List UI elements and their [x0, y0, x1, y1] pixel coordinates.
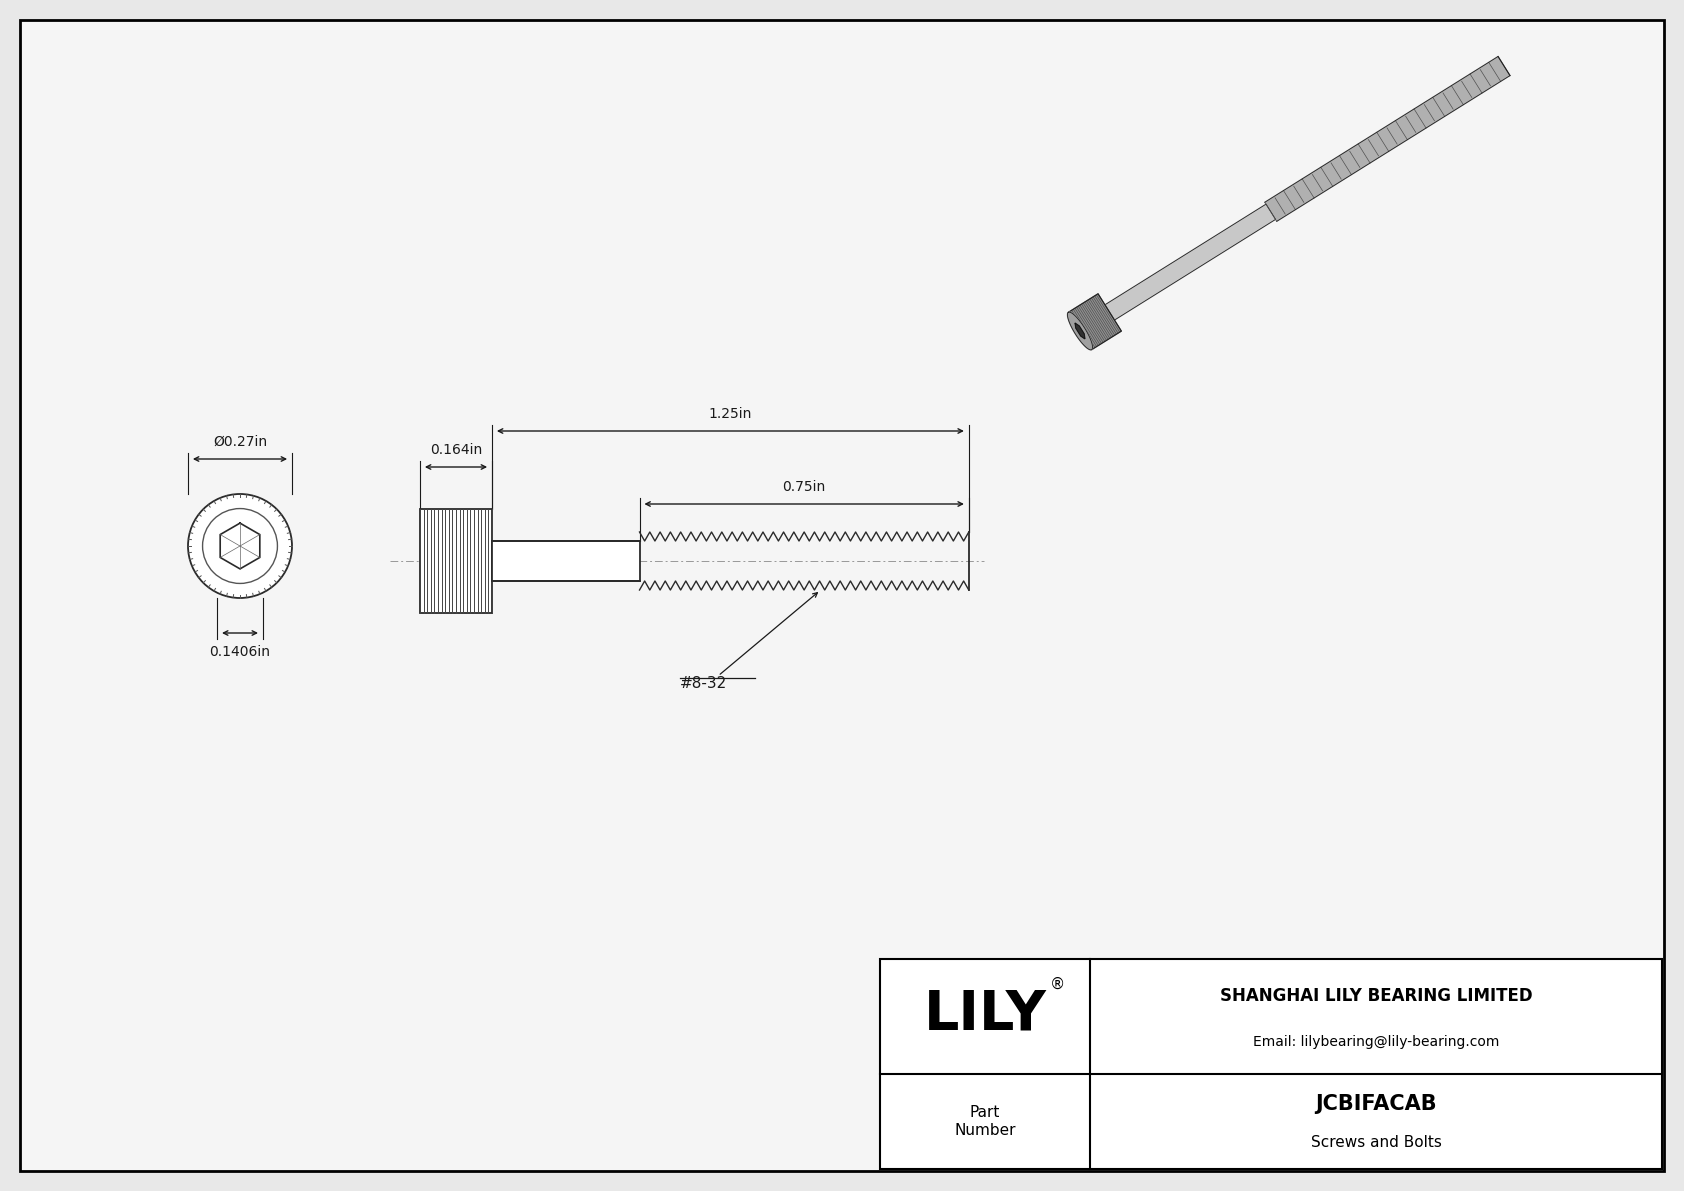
Bar	[492, 541, 640, 581]
Polygon shape	[1068, 312, 1093, 350]
Text: LILY: LILY	[923, 987, 1046, 1041]
Text: SHANGHAI LILY BEARING LIMITED: SHANGHAI LILY BEARING LIMITED	[1219, 987, 1532, 1005]
Text: Email: lilybearing@lily-bearing.com: Email: lilybearing@lily-bearing.com	[1253, 1035, 1499, 1049]
Circle shape	[189, 494, 291, 598]
Text: 0.1406in: 0.1406in	[209, 646, 271, 659]
Polygon shape	[1074, 323, 1084, 338]
Bar	[881, 959, 1662, 1170]
Polygon shape	[1068, 294, 1122, 350]
Polygon shape	[1105, 204, 1275, 320]
Text: ®: ®	[1049, 977, 1064, 992]
Text: #8-32: #8-32	[680, 676, 727, 691]
Text: Ø0.27in: Ø0.27in	[212, 435, 268, 449]
Text: 1.25in: 1.25in	[709, 407, 753, 420]
Polygon shape	[1265, 56, 1511, 222]
Text: Part
Number: Part Number	[955, 1105, 1015, 1137]
Text: 0.75in: 0.75in	[783, 480, 825, 494]
Text: JCBIFACAB: JCBIFACAB	[1315, 1095, 1436, 1115]
Text: 0.164in: 0.164in	[429, 443, 482, 457]
Bar	[419, 509, 492, 613]
Text: Screws and Bolts: Screws and Bolts	[1310, 1135, 1442, 1149]
